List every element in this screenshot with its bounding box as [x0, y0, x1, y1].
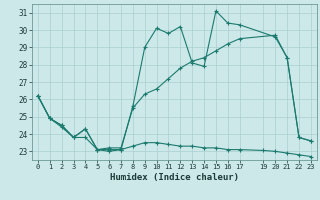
X-axis label: Humidex (Indice chaleur): Humidex (Indice chaleur) [110, 173, 239, 182]
